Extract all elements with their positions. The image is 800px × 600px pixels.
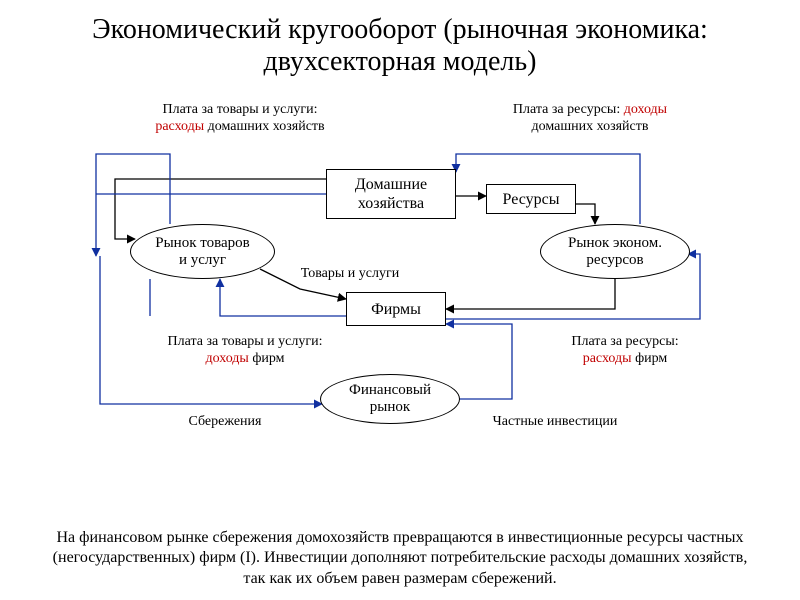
diagram-canvas: Домашние хозяйства Ресурсы Фирмы Рынок т… bbox=[0, 84, 800, 484]
node-goods-market: Рынок товаров и услуг bbox=[130, 224, 275, 279]
node-fin-market: Финансовый рынок bbox=[320, 374, 460, 424]
label-top-left: Плата за товары и услуги: расходы домашн… bbox=[130, 102, 350, 136]
l1b: расходы bbox=[155, 119, 204, 134]
node-fin-market-l2: рынок bbox=[370, 399, 410, 416]
node-goods-market-l2: и услуг bbox=[179, 252, 226, 269]
l5a: Плата за ресурсы: bbox=[571, 334, 678, 349]
l2c: домашних хозяйств bbox=[532, 119, 649, 134]
label-bottom-right: Плата за ресурсы: расходы фирм bbox=[540, 334, 710, 368]
label-savings: Сбережения bbox=[165, 414, 285, 431]
node-goods-market-l1: Рынок товаров bbox=[155, 235, 249, 252]
page-title: Экономический кругооборот (рыночная экон… bbox=[0, 0, 800, 84]
label-investments: Частные инвестиции bbox=[470, 414, 640, 431]
node-firms: Фирмы bbox=[346, 292, 446, 326]
node-households: Домашние хозяйства bbox=[326, 169, 456, 219]
l4a: Плата за товары и услуги: bbox=[168, 334, 323, 349]
label-bottom-left: Плата за товары и услуги: доходы фирм bbox=[140, 334, 350, 368]
l2a: Плата за ресурсы: bbox=[513, 102, 624, 117]
l1a: Плата за товары и услуги: bbox=[163, 102, 318, 117]
edges-svg bbox=[0, 84, 800, 484]
node-firms-label: Фирмы bbox=[371, 300, 421, 319]
label-top-right: Плата за ресурсы: доходы домашних хозяйс… bbox=[480, 102, 700, 136]
node-resources: Ресурсы bbox=[486, 184, 576, 214]
l4b: доходы bbox=[205, 351, 248, 366]
l5c: фирм bbox=[632, 351, 668, 366]
node-res-market-l2: ресурсов bbox=[586, 252, 643, 269]
node-fin-market-l1: Финансовый bbox=[349, 382, 431, 399]
footer-text: На финансовом рынке сбережения домохозяй… bbox=[40, 528, 760, 590]
l4c: фирм bbox=[249, 351, 285, 366]
node-households-label: Домашние хозяйства bbox=[335, 175, 447, 213]
node-res-market-l1: Рынок эконом. bbox=[568, 235, 662, 252]
l1c: домашних хозяйств bbox=[204, 119, 324, 134]
l5b: расходы bbox=[583, 351, 632, 366]
l6: Сбережения bbox=[188, 414, 261, 429]
l3: Товары и услуги bbox=[301, 266, 399, 281]
node-res-market: Рынок эконом. ресурсов bbox=[540, 224, 690, 279]
l2b: доходы bbox=[624, 102, 667, 117]
l7: Частные инвестиции bbox=[493, 414, 618, 429]
label-goods-services: Товары и услуги bbox=[280, 266, 420, 283]
node-resources-label: Ресурсы bbox=[503, 190, 560, 209]
